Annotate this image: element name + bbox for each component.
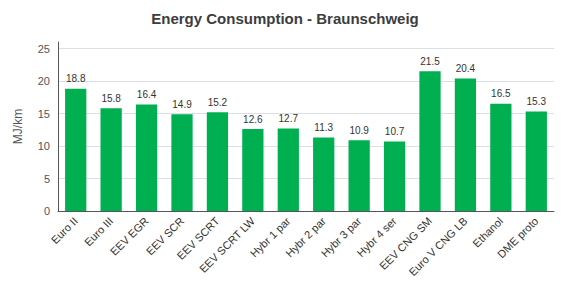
svg-text:Euro III: Euro III [82,215,116,249]
svg-text:25: 25 [38,43,50,55]
svg-text:18.8: 18.8 [66,73,86,84]
svg-text:10.9: 10.9 [349,125,369,136]
svg-text:0: 0 [44,205,50,217]
svg-text:Euro II: Euro II [49,215,80,246]
svg-text:12.6: 12.6 [243,114,263,125]
svg-text:Energy Consumption - Braunschw: Energy Consumption - Braunschweig [151,10,419,27]
svg-text:10: 10 [38,140,50,152]
svg-text:EEV SCRT LW: EEV SCRT LW [197,214,258,275]
svg-text:15.3: 15.3 [527,96,547,107]
svg-text:12.7: 12.7 [279,113,299,124]
svg-text:Euro V CNG LB: Euro V CNG LB [406,215,469,278]
svg-text:EEV CNG SM: EEV CNG SM [377,214,435,272]
svg-text:14.9: 14.9 [172,99,192,110]
svg-text:15.2: 15.2 [208,97,228,108]
svg-text:15.8: 15.8 [101,93,121,104]
svg-text:DME proto: DME proto [495,215,541,261]
svg-text:10.7: 10.7 [385,126,405,137]
svg-text:Hybr 1 par: Hybr 1 par [247,214,293,260]
svg-text:20.4: 20.4 [456,63,476,74]
svg-text:21.5: 21.5 [420,56,440,67]
svg-text:Hybr 2 par: Hybr 2 par [283,214,328,260]
svg-text:EEV EGR: EEV EGR [108,215,151,258]
svg-text:20: 20 [38,75,50,87]
svg-text:MJ/km: MJ/km [11,109,25,144]
svg-text:16.4: 16.4 [137,89,157,100]
svg-text:Ethanol: Ethanol [470,215,505,250]
svg-text:Hybr 3 par: Hybr 3 par [318,214,364,260]
svg-text:5: 5 [44,173,50,185]
svg-text:EEV SCR: EEV SCR [143,214,187,258]
svg-text:16.5: 16.5 [491,88,511,99]
svg-text:Hybr 4 ser: Hybr 4 ser [354,214,399,260]
svg-text:15: 15 [38,108,50,120]
svg-text:11.3: 11.3 [314,122,333,133]
